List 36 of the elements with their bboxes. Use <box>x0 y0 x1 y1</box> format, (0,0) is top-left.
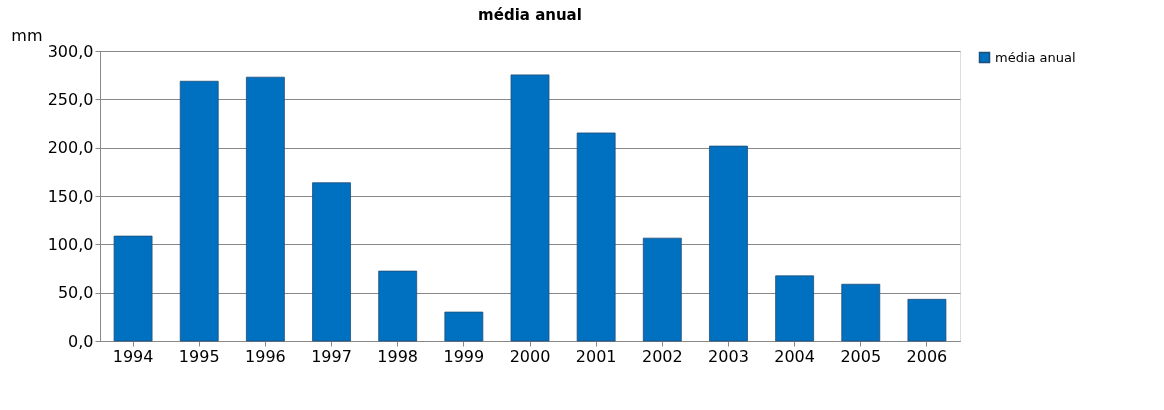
y-axis-title: mm <box>11 25 43 45</box>
bar <box>179 80 219 342</box>
x-tick-label: 1998 <box>377 346 419 366</box>
x-tick-label: 1995 <box>178 346 220 366</box>
y-tick-label: 100,0 <box>47 234 94 254</box>
bar <box>576 132 616 342</box>
x-tick-label: 2001 <box>575 346 617 366</box>
x-tick-label: 1996 <box>245 346 286 366</box>
bar <box>907 298 947 342</box>
bar <box>775 275 815 342</box>
bar <box>709 145 748 342</box>
bar <box>444 311 484 342</box>
y-tick-label: 0,0 <box>68 331 94 351</box>
bar <box>113 235 153 342</box>
x-tick-label: 1997 <box>311 346 352 366</box>
x-tick-label: 2003 <box>708 346 749 366</box>
legend-label: média anual <box>995 49 1076 65</box>
chart-title: média anual <box>478 6 582 24</box>
x-tick-label: 1999 <box>443 346 485 366</box>
bar <box>245 76 285 342</box>
bar <box>510 74 550 342</box>
y-tick-label: 200,0 <box>47 138 94 158</box>
y-tick-label: 150,0 <box>47 186 94 206</box>
y-tick-label: 50,0 <box>57 283 94 303</box>
x-tick-label: 2002 <box>641 346 683 366</box>
x-tick-label: 2006 <box>906 346 948 366</box>
x-tick-label: 1994 <box>112 346 154 366</box>
bar <box>378 270 418 342</box>
bar <box>642 237 682 342</box>
y-tick-label: 300,0 <box>47 41 94 61</box>
x-tick-label: 2005 <box>840 346 882 366</box>
bar <box>841 283 881 342</box>
y-tick-label: 250,0 <box>47 89 94 109</box>
x-tick-label: 2000 <box>509 346 551 366</box>
bar <box>312 182 351 342</box>
x-tick-label: 2004 <box>774 346 815 366</box>
